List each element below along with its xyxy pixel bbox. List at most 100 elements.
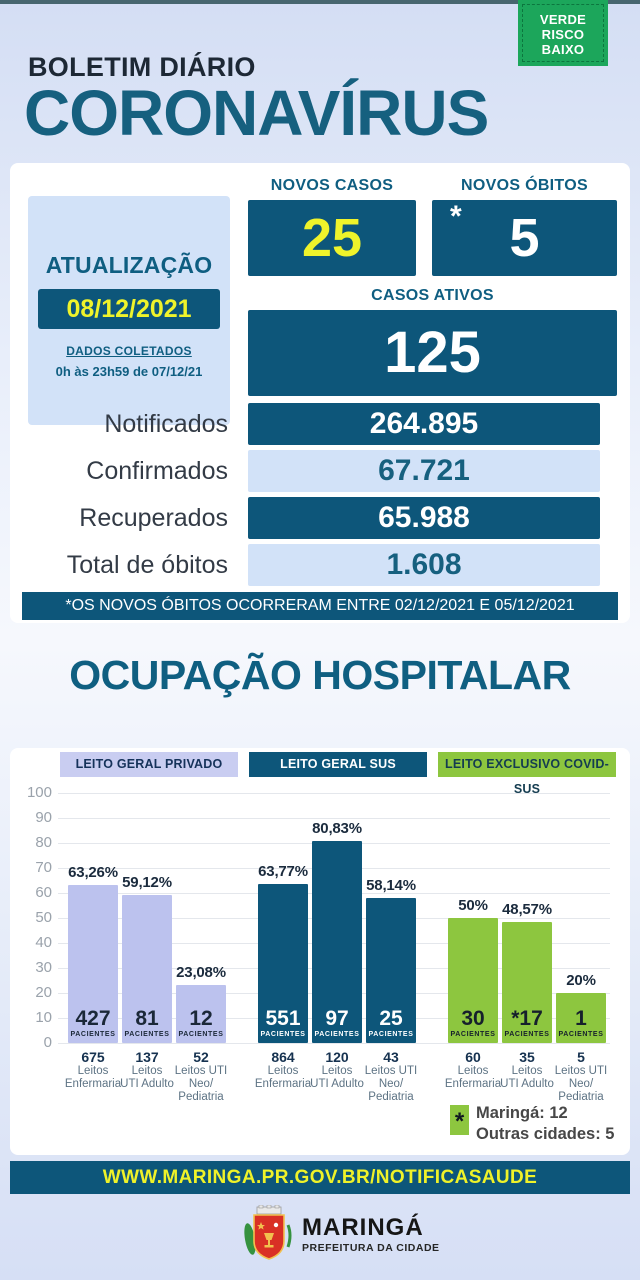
patients-count: 81 (135, 1007, 159, 1030)
beds-count: 864 (271, 1049, 295, 1065)
beds-label-line: Enfermaria (254, 1078, 312, 1090)
stat-row-label: Total de óbitos (66, 551, 228, 579)
beds-count: 35 (519, 1049, 535, 1065)
beds-axis-label: 137 Leitos UTI Adulto (104, 1050, 190, 1091)
gridline (58, 793, 610, 794)
group-header-covid-sus: LEITO EXCLUSIVO COVID-SUS (438, 752, 616, 796)
beds-count: 52 (193, 1049, 209, 1065)
y-axis-tick-label: 60 (35, 884, 52, 901)
y-axis-tick-label: 80 (35, 834, 52, 851)
patients-count: 1 (575, 1007, 587, 1030)
occupancy-percent-label: 50% (458, 897, 488, 914)
occupancy-percent-label: 58,14% (366, 877, 416, 894)
stat-row-label: Confirmados (86, 457, 228, 485)
beds-axis-label: 864 Leitos Enfermaria (240, 1050, 326, 1091)
beds-label-line: Leitos (457, 1065, 489, 1077)
badge-line: VERDE (539, 12, 587, 27)
patients-word: PACIENTES (450, 1031, 496, 1038)
gridline (58, 818, 610, 819)
beds-label-line: UTI Adulto (500, 1078, 554, 1090)
beds-label-line: UTI Adulto (120, 1078, 174, 1090)
beds-label-line: Leitos (131, 1065, 163, 1077)
beds-label-line: Leitos UTI (174, 1065, 228, 1077)
new-cases-value: 25 (248, 200, 416, 276)
beds-count: 137 (135, 1049, 159, 1065)
occupancy-percent-label: 59,12% (122, 874, 172, 891)
bulletin-kicker: BOLETIM DIÁRIO (28, 52, 256, 82)
occupancy-bar: 25 PACIENTES (366, 898, 416, 1043)
patients-count: 551 (265, 1007, 301, 1030)
beds-axis-label: 5 Leitos UTI Neo/Pediatria (538, 1050, 624, 1104)
collected-data-label: DADOS COLETADOS (66, 344, 192, 358)
beds-count: 120 (325, 1049, 349, 1065)
beds-label-line: Leitos UTI (364, 1065, 418, 1077)
group-header-private: LEITO GERAL PRIVADO (60, 752, 238, 777)
summary-card: ATUALIZAÇÃO 08/12/2021 DADOS COLETADOS 0… (10, 163, 630, 623)
occupancy-percent-label: 80,83% (312, 820, 362, 837)
badge-line: BAIXO (541, 42, 585, 57)
y-axis-tick-label: 40 (35, 934, 52, 951)
occupancy-bar: 427 PACIENTES (68, 885, 118, 1043)
y-axis-tick-label: 0 (43, 1034, 52, 1051)
page-title: CORONAVÍRUS (24, 77, 489, 149)
patients-count: 12 (189, 1007, 213, 1030)
beds-axis-label: 675 Leitos Enfermaria (50, 1050, 136, 1091)
occupancy-percent-label: 20% (566, 972, 596, 989)
beds-count: 675 (81, 1049, 105, 1065)
beds-label-line: Leitos (321, 1065, 353, 1077)
hospital-section-title: OCUPAÇÃO HOSPITALAR (69, 652, 571, 698)
patients-word: PACIENTES (70, 1031, 116, 1038)
beds-label-line: Leitos (267, 1065, 299, 1077)
patients-word: PACIENTES (314, 1031, 360, 1038)
update-title: ATUALIZAÇÃO (45, 252, 213, 278)
beds-axis-label: 52 Leitos UTI Neo/Pediatria (158, 1050, 244, 1104)
new-deaths-label: NOVOS ÓBITOS (461, 177, 588, 194)
occupancy-bar: 97 PACIENTES (312, 841, 362, 1043)
asterisk-icon: * (450, 200, 462, 233)
hospital-chart-plot: 0 10 20 30 40 50 60 70 80 90 100 427 PACIENTES 63,26%… (10, 748, 630, 1155)
beds-label-line: UTI Adulto (310, 1078, 364, 1090)
gridline (58, 1043, 610, 1044)
patients-count: 30 (461, 1007, 485, 1030)
update-date: 08/12/2021 (38, 289, 220, 329)
beds-label-line: Enfermaria (444, 1078, 502, 1090)
beds-label-line: Leitos (511, 1065, 543, 1077)
beds-axis-label: 43 Leitos UTI Neo/Pediatria (348, 1050, 434, 1104)
y-axis-tick-label: 100 (26, 784, 52, 801)
footer-url[interactable]: WWW.MARINGA.PR.GOV.BR/NOTIFICASAUDE (10, 1161, 630, 1194)
beds-label-line: Leitos (77, 1065, 109, 1077)
beds-label-line: Pediatria (558, 1091, 604, 1103)
badge-line: RISCO (541, 27, 585, 42)
new-cases-label: NOVOS CASOS (270, 177, 394, 194)
beds-axis-label: 60 Leitos Enfermaria (430, 1050, 516, 1091)
beds-label-line: Leitos UTI (554, 1065, 608, 1077)
patients-count: *17 (511, 1007, 543, 1030)
y-axis-tick-label: 20 (35, 984, 52, 1001)
stat-row-value: 67.721 (248, 450, 600, 492)
occupancy-bar: 1 PACIENTES (556, 993, 606, 1043)
legend-note-line: Outras cidades: 5 (476, 1125, 615, 1143)
beds-axis-label: 35 Leitos UTI Adulto (484, 1050, 570, 1091)
occupancy-percent-label: 48,57% (502, 901, 552, 918)
y-axis-tick-label: 90 (35, 809, 52, 826)
active-cases-label: CASOS ATIVOS (371, 287, 494, 304)
new-deaths-value: 5 (509, 208, 540, 268)
group-header-sus: LEITO GERAL SUS (249, 752, 427, 777)
beds-count: 60 (465, 1049, 481, 1065)
city-logo-title: MARINGÁ (302, 1214, 424, 1241)
occupancy-percent-label: 63,26% (68, 864, 118, 881)
city-logo-text: MARINGÁ PREFEITURA DA CIDADE (302, 1214, 440, 1255)
legend-asterisk-icon: * (450, 1105, 469, 1135)
y-axis-tick-label: 30 (35, 959, 52, 976)
y-axis-tick-label: 50 (35, 909, 52, 926)
beds-count: 5 (577, 1049, 585, 1065)
hospital-chart-card: LEITO GERAL PRIVADO LEITO GERAL SUS LEIT… (10, 748, 630, 1155)
patients-word: PACIENTES (558, 1031, 604, 1038)
occupancy-bar: 81 PACIENTES (122, 895, 172, 1043)
stat-row-value: 65.988 (248, 497, 600, 539)
new-deaths-box: * 5 (432, 200, 617, 276)
beds-count: 43 (383, 1049, 399, 1065)
city-crest-logo (244, 1205, 292, 1260)
update-panel: ATUALIZAÇÃO 08/12/2021 DADOS COLETADOS 0… (28, 196, 230, 425)
beds-label-line: Enfermaria (64, 1078, 122, 1090)
